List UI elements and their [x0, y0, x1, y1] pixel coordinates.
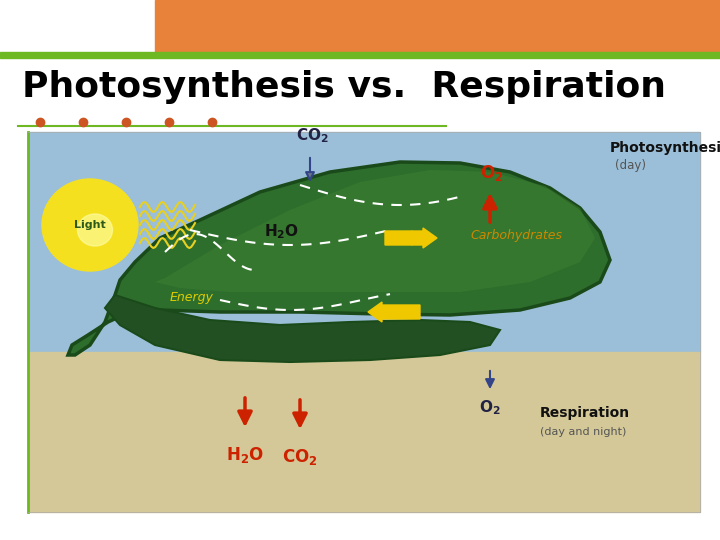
- Bar: [28, 132, 700, 353]
- Text: Photosynthesis: Photosynthesis: [610, 141, 720, 155]
- FancyArrow shape: [385, 228, 437, 248]
- Text: $\bf{CO_2}$: $\bf{CO_2}$: [296, 126, 328, 145]
- Text: $\bf{O_2}$: $\bf{O_2}$: [480, 163, 504, 183]
- Bar: [155, 0, 720, 52]
- Text: Light: Light: [74, 220, 106, 230]
- Polygon shape: [68, 162, 610, 355]
- Polygon shape: [155, 170, 595, 292]
- Text: Carbohydrates: Carbohydrates: [470, 228, 562, 241]
- Text: (day and night): (day and night): [540, 427, 626, 437]
- Text: $\bf{H_2O}$: $\bf{H_2O}$: [264, 222, 300, 241]
- Ellipse shape: [78, 214, 112, 246]
- Bar: [28, 353, 700, 512]
- Text: (day): (day): [615, 159, 646, 172]
- Text: Photosynthesis vs.  Respiration: Photosynthesis vs. Respiration: [22, 70, 666, 104]
- Bar: [0, 52, 720, 58]
- Text: Respiration: Respiration: [540, 406, 630, 420]
- FancyArrow shape: [368, 302, 420, 322]
- Text: Energy: Energy: [170, 292, 214, 305]
- Polygon shape: [105, 295, 500, 362]
- Ellipse shape: [42, 179, 138, 271]
- Text: $\bf{H_2O}$: $\bf{H_2O}$: [226, 445, 264, 465]
- Text: $\bf{CO_2}$: $\bf{CO_2}$: [282, 447, 318, 467]
- Text: $\bf{O_2}$: $\bf{O_2}$: [480, 398, 501, 417]
